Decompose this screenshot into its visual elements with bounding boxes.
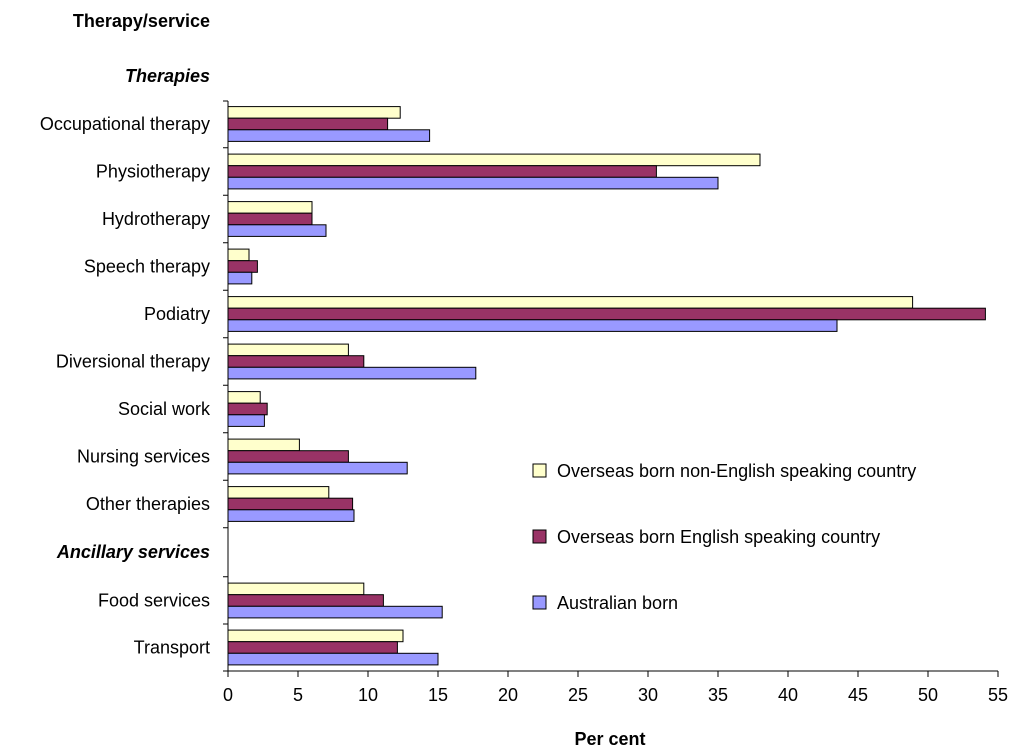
bar	[227, 153, 761, 167]
bar	[227, 641, 398, 654]
bar	[227, 165, 657, 178]
bar	[227, 438, 300, 452]
bar	[227, 106, 401, 119]
category-label: Diversional therapy	[56, 352, 210, 372]
bar	[227, 461, 408, 475]
bar	[227, 201, 313, 214]
x-tick-label: 25	[568, 685, 588, 705]
bar	[227, 414, 265, 427]
x-tick-label: 50	[918, 685, 938, 705]
bar	[227, 343, 349, 357]
bar	[227, 355, 365, 368]
legend-label: Overseas born English speaking country	[557, 527, 880, 547]
legend-swatch	[532, 595, 547, 610]
category-label: Podiatry	[144, 304, 210, 324]
category-label: Food services	[98, 591, 210, 611]
bar	[227, 605, 443, 619]
bar	[227, 224, 327, 237]
group-heading-ancillary-services: Ancillary services	[56, 542, 210, 562]
bar	[227, 391, 261, 404]
bars-layer	[227, 106, 986, 666]
legend-label: Australian born	[557, 593, 678, 613]
category-label: Nursing services	[77, 447, 210, 467]
bar	[227, 296, 914, 309]
bar	[227, 117, 389, 131]
bar	[227, 509, 355, 522]
legend-swatch	[532, 463, 547, 478]
x-axis-title: Per cent	[574, 729, 645, 747]
x-tick-label: 10	[358, 685, 378, 705]
y-axis-title: Therapy/service	[73, 11, 210, 31]
bar	[227, 212, 313, 226]
bar	[227, 271, 253, 285]
bar	[227, 129, 431, 142]
x-tick-label: 5	[293, 685, 303, 705]
bar	[227, 260, 258, 273]
x-tick-label: 45	[848, 685, 868, 705]
category-label: Occupational therapy	[40, 114, 210, 134]
bar	[227, 402, 268, 416]
bar	[227, 582, 365, 596]
x-tick-label: 20	[498, 685, 518, 705]
bar	[227, 594, 384, 607]
category-label: Transport	[134, 638, 210, 658]
bar	[227, 652, 439, 666]
x-tick-label: 40	[778, 685, 798, 705]
legend-label: Overseas born non-English speaking count…	[557, 461, 916, 481]
bar	[227, 366, 477, 380]
bar	[227, 497, 354, 511]
bar	[227, 629, 404, 643]
group-heading-therapies: Therapies	[125, 66, 210, 86]
category-label: Other therapies	[86, 494, 210, 514]
category-label: Physiotherapy	[96, 162, 210, 182]
bar	[227, 486, 330, 499]
x-tick-label: 55	[988, 685, 1008, 705]
bar	[227, 450, 349, 463]
axes-layer: Occupational therapy Physiotherapy Hydroth…	[40, 100, 1008, 705]
bar	[227, 248, 250, 262]
category-label: Hydrotherapy	[102, 209, 210, 229]
x-tick-label: 15	[428, 685, 448, 705]
x-tick-label: 0	[223, 685, 233, 705]
legend-swatch	[532, 529, 547, 544]
category-label: Speech therapy	[84, 257, 210, 277]
bar	[227, 176, 719, 190]
bar	[227, 319, 838, 332]
bar	[227, 307, 986, 321]
x-tick-label: 35	[708, 685, 728, 705]
legend: Overseas born non-English speaking count…	[532, 461, 916, 613]
x-tick-label: 30	[638, 685, 658, 705]
category-label: Social work	[118, 399, 211, 419]
